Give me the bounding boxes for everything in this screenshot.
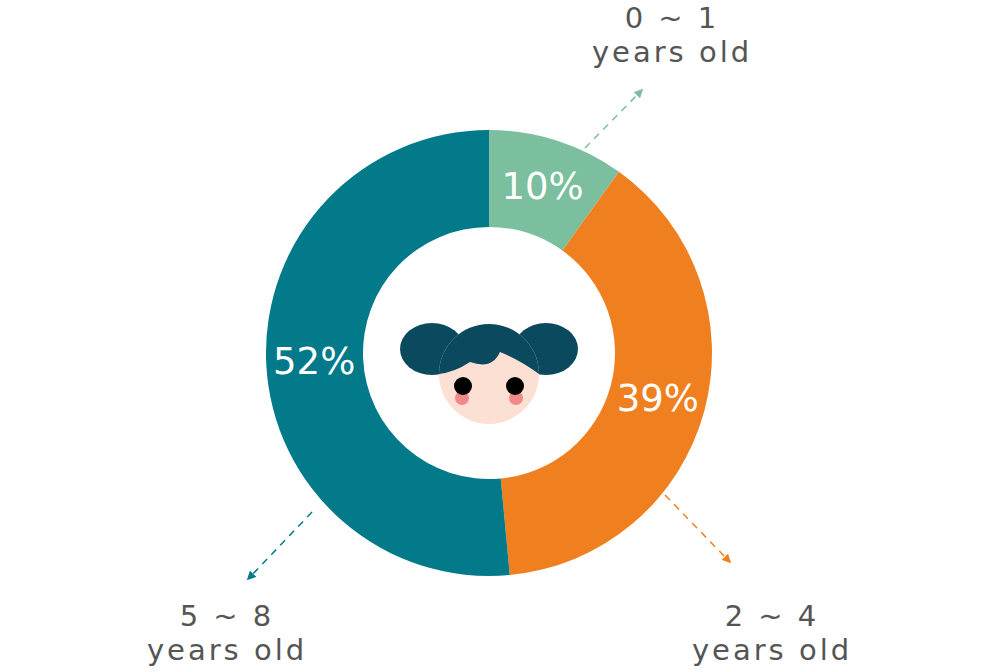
- category-label-line: 5 ~ 8: [180, 599, 275, 633]
- category-label-line: years old: [147, 633, 307, 667]
- category-label: 0 ~ 1years old: [592, 1, 752, 69]
- category-label-line: 2 ~ 4: [725, 599, 820, 633]
- category-label: 5 ~ 8years old: [147, 599, 307, 667]
- arrow: [665, 495, 728, 560]
- category-label-line: years old: [692, 633, 852, 667]
- eye: [506, 377, 524, 395]
- arrow: [250, 512, 312, 577]
- data-label: 39%: [617, 377, 699, 420]
- category-label-line: years old: [592, 35, 752, 69]
- face-icon: [400, 323, 578, 424]
- hair: [439, 324, 539, 374]
- slices: [266, 130, 712, 576]
- eye: [454, 377, 472, 395]
- chart: 10%39%52%0 ~ 1years old2 ~ 4years old5 ~…: [0, 0, 1000, 672]
- face: [439, 324, 539, 424]
- category-label-line: 0 ~ 1: [625, 1, 720, 35]
- data-label: 52%: [273, 340, 355, 383]
- data-label: 10%: [501, 165, 583, 208]
- category-label: 2 ~ 4years old: [692, 599, 852, 667]
- arrow: [585, 92, 640, 148]
